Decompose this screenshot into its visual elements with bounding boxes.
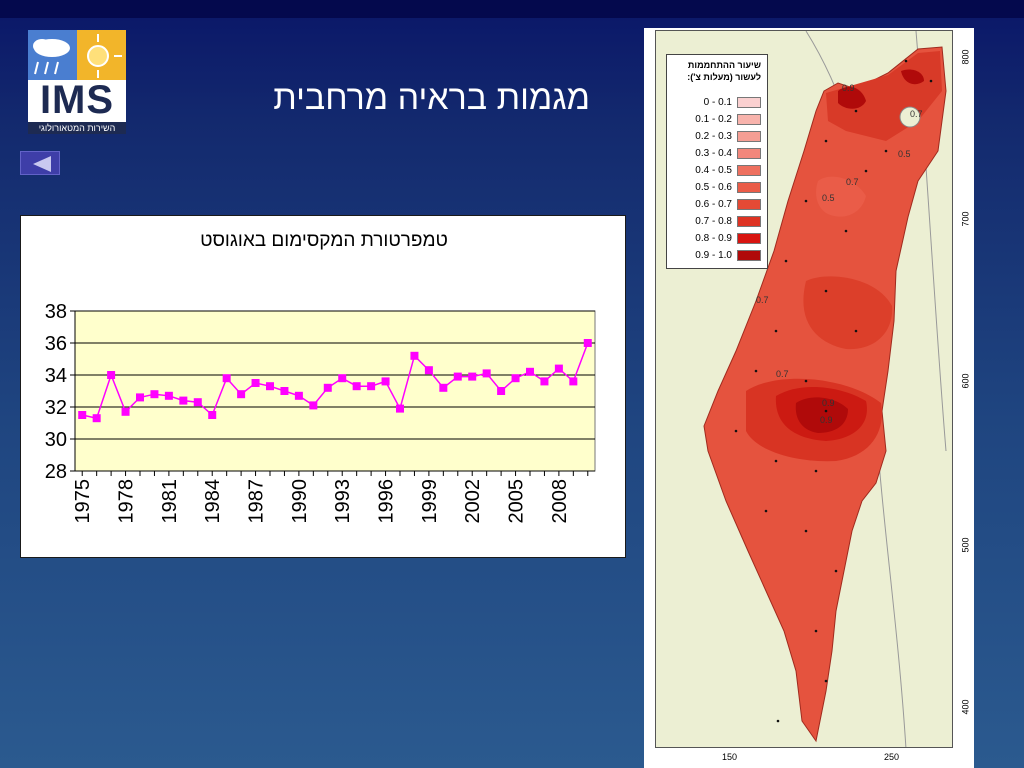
data-point: [294, 391, 303, 400]
data-point: [179, 396, 188, 405]
data-point: [164, 391, 173, 400]
data-point: [107, 371, 116, 379]
map-axis-tick: 600: [960, 373, 971, 389]
legend-title: שיעור ההתחממות לעשור (מעלות צ'):: [687, 60, 761, 82]
data-point: [280, 387, 289, 395]
x-tick-label: 1999: [419, 479, 441, 524]
data-point: [569, 377, 578, 386]
x-tick-label: 2008: [549, 479, 571, 524]
contour-label: 0.5: [822, 193, 835, 203]
legend-row: 0.7 - 0.8: [667, 214, 767, 229]
data-point: [208, 411, 217, 419]
legend-row: 0.5 - 0.6: [667, 180, 767, 195]
contour-label: 0.7: [846, 177, 859, 187]
contour-label: 0.7: [910, 109, 923, 119]
data-point: [78, 411, 87, 419]
plot-area: [74, 310, 596, 472]
data-point: [136, 393, 144, 402]
weather-icon: [28, 30, 126, 80]
data-point: [251, 379, 260, 387]
data-point: [540, 377, 549, 386]
x-tick-label: 1996: [376, 479, 398, 524]
data-point: [381, 377, 390, 386]
data-point: [367, 382, 376, 391]
legend-row: 0.6 - 0.7: [667, 197, 767, 212]
data-point: [526, 367, 534, 376]
data-point: [150, 390, 159, 399]
y-tick-label: 38: [45, 301, 67, 323]
legend-row: 0 - 0.1: [667, 95, 767, 110]
logo-subtitle: השירות המטאורולוגי: [28, 122, 126, 134]
contour-label: 0.5: [898, 149, 911, 159]
contour-label: 0.9: [842, 83, 855, 93]
x-tick-label: 1987: [246, 479, 268, 524]
back-button[interactable]: [20, 151, 60, 175]
y-tick-label: 36: [45, 333, 67, 355]
map-axis-tick: 700: [960, 211, 971, 227]
x-tick-label: 1975: [72, 479, 94, 524]
data-point: [222, 374, 231, 383]
x-tick-label: 1990: [289, 479, 311, 524]
triangle-left-icon: [33, 156, 51, 172]
legend-row: 0.4 - 0.5: [667, 163, 767, 178]
legend-row: 0.3 - 0.4: [667, 146, 767, 161]
page-title: מגמות בראיה מרחבית: [273, 79, 590, 117]
x-tick-label: 1993: [332, 479, 354, 524]
data-point: [338, 374, 347, 383]
logo-text: IMS: [39, 78, 115, 122]
x-tick-label: 1981: [159, 479, 181, 524]
contour-label: 0.9: [822, 398, 835, 408]
data-point: [121, 407, 130, 416]
data-point: [266, 382, 274, 391]
data-point: [309, 401, 318, 410]
data-point: [396, 404, 404, 413]
data-point: [453, 372, 462, 381]
data-point: [583, 339, 592, 347]
y-tick-label: 30: [45, 429, 67, 451]
legend-row: 0.1 - 0.2: [667, 112, 767, 127]
top-bar: [0, 0, 1024, 18]
map-axis-tick: 800: [960, 49, 971, 65]
x-tick-label: 2002: [462, 479, 484, 524]
line-chart: 28 30 32 34 36 38 1975 1978 1981 1984 1987 1990 1993…: [45, 301, 596, 524]
legend-row: 0.2 - 0.3: [667, 129, 767, 144]
x-tick-label: 2005: [506, 479, 528, 524]
ims-logo: IMS השירות המטאורולוגי: [28, 30, 126, 134]
chart-container: טמפרטורת המקסימום באוגוסט 28 30 32 34 36 38 19…: [20, 215, 626, 558]
data-point: [482, 369, 491, 378]
contour-label: 0.7: [776, 369, 789, 379]
map-axis-tick: 400: [960, 699, 971, 715]
data-point: [92, 414, 101, 423]
data-point: [237, 390, 246, 399]
data-point: [554, 364, 563, 373]
data-point: [511, 374, 520, 383]
data-point: [424, 366, 433, 375]
legend-row: 0.9 - 1.0: [667, 248, 767, 263]
data-point: [352, 382, 361, 391]
data-point: [468, 372, 477, 381]
x-tick-label: 1978: [116, 479, 138, 524]
data-point: [439, 383, 448, 392]
map-axis-tick: 150: [722, 752, 738, 762]
data-point: [193, 398, 202, 407]
y-tick-label: 32: [45, 397, 67, 419]
chart-title: טמפרטורת המקסימום באוגוסט: [200, 230, 448, 251]
map-axis-tick: 500: [960, 537, 971, 553]
contour-label: 0.7: [756, 295, 769, 305]
data-point: [410, 351, 419, 360]
warming-map: 0.9 0.7 0.5 0.7 0.5 0.7 0.7 0.9 0.9: [655, 30, 953, 748]
map-legend: שיעור ההתחממות לעשור (מעלות צ'): 0 - 0.1…: [666, 54, 768, 269]
x-tick-label: 1984: [202, 479, 224, 524]
y-tick-label: 34: [45, 365, 67, 387]
data-point: [497, 387, 506, 395]
legend-row: 0.8 - 0.9: [667, 231, 767, 246]
map-axis-tick: 250: [884, 752, 900, 762]
contour-label: 0.9: [820, 415, 833, 425]
israel-map: 0.9 0.7 0.5 0.7 0.5 0.7 0.7 0.9 0.9: [703, 31, 947, 747]
y-tick-label: 28: [45, 461, 67, 483]
data-point: [323, 383, 332, 392]
